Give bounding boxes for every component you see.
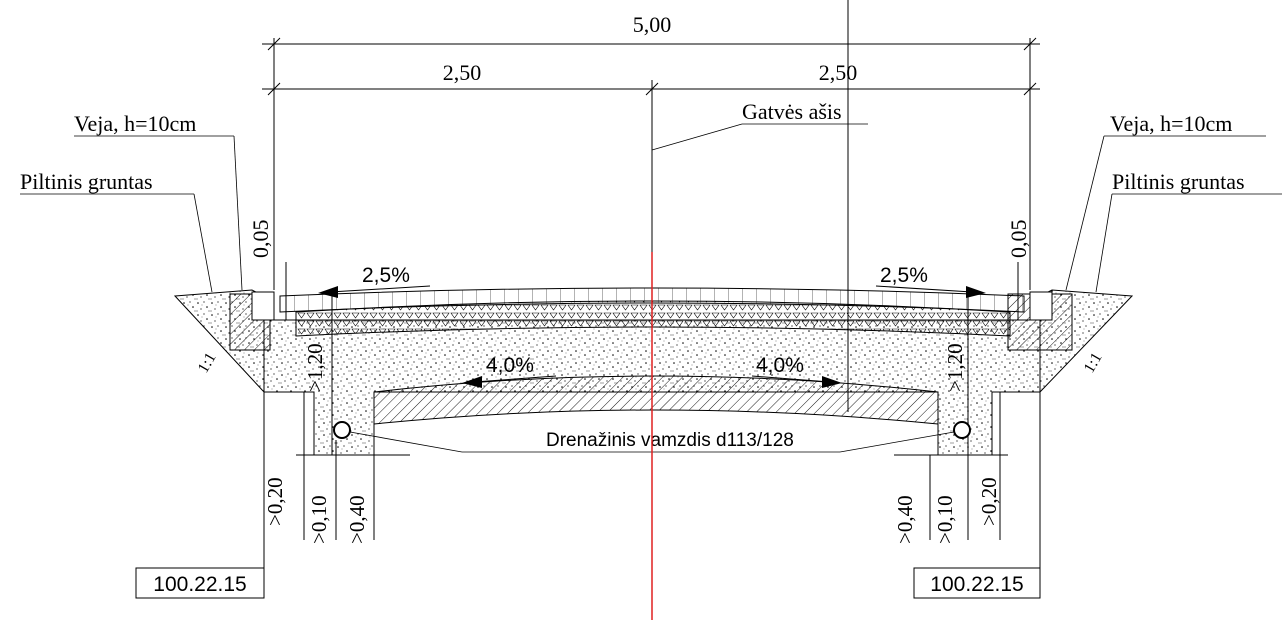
right-sub-slope: 4,0% xyxy=(756,354,804,377)
left-sub-slope: 4,0% xyxy=(486,354,534,377)
right-drain-pipe xyxy=(953,421,971,439)
left-sub-slope-arrow xyxy=(473,375,557,383)
left-bottom-1: >0,10 xyxy=(307,495,331,544)
right-half-dimension: 2,50 xyxy=(819,60,858,85)
left-surface-slope-arrow xyxy=(329,285,431,293)
drain-leader-right xyxy=(839,431,955,453)
left-curb-height: 0,05 xyxy=(248,220,273,259)
left-drain-pipe xyxy=(333,421,351,439)
right-bottom-1: >0,10 xyxy=(933,495,957,544)
right-depth: >1,20 xyxy=(943,343,967,392)
right-fill-label: Piltinis gruntas xyxy=(1112,169,1245,194)
right-slope-ratio: 1:1 xyxy=(1081,350,1106,376)
left-curb-top xyxy=(251,291,275,321)
street-axis-label: Gatvės ašis xyxy=(742,99,842,124)
right-bottom-2: >0,20 xyxy=(977,477,1001,526)
right-elevation: 100.22.15 xyxy=(930,573,1023,596)
dimension-lines xyxy=(262,0,1040,412)
left-sub-slope-arrowhead xyxy=(462,376,482,388)
total-width-dimension: 5,00 xyxy=(633,12,672,37)
right-surface-slope: 2,5% xyxy=(880,264,928,287)
left-lawn-leader xyxy=(233,135,243,291)
right-curb-top xyxy=(1029,291,1053,321)
left-elevation-box xyxy=(135,567,265,599)
left-surface-slope-arrowhead xyxy=(318,286,338,298)
drain-leader-left xyxy=(349,431,463,453)
left-lawn-label: Veja, h=10cm xyxy=(74,111,196,136)
right-lawn-label: Veja, h=10cm xyxy=(1110,111,1232,136)
left-surface-slope: 2,5% xyxy=(362,264,410,287)
left-fill-leader xyxy=(193,193,213,293)
street-axis-leader xyxy=(651,123,743,151)
right-fill-leader xyxy=(1095,193,1113,293)
right-curb-height: 0,05 xyxy=(1006,220,1031,259)
left-bottom-2: >0,40 xyxy=(345,495,369,544)
left-fill-label: Piltinis gruntas xyxy=(20,169,153,194)
drain-pipe-label: Drenažinis vamzdis d113/128 xyxy=(546,430,794,451)
right-surface-slope-arrowhead xyxy=(966,286,986,298)
right-elevation-box xyxy=(913,567,1041,599)
right-surface-slope-arrow xyxy=(875,285,973,293)
left-elevation: 100.22.15 xyxy=(153,573,246,596)
left-bottom-0: >0,20 xyxy=(263,477,287,526)
left-slope-ratio: 1:1 xyxy=(195,350,220,376)
right-sub-slope-arrow xyxy=(751,375,831,383)
left-half-dimension: 2,50 xyxy=(443,60,482,85)
subgrade-hatch xyxy=(373,375,939,425)
left-depth: >1,20 xyxy=(303,343,327,392)
right-sub-slope-arrowhead xyxy=(822,376,842,388)
right-lawn-leader xyxy=(1065,135,1105,291)
right-bottom-0: >0,40 xyxy=(893,495,917,544)
